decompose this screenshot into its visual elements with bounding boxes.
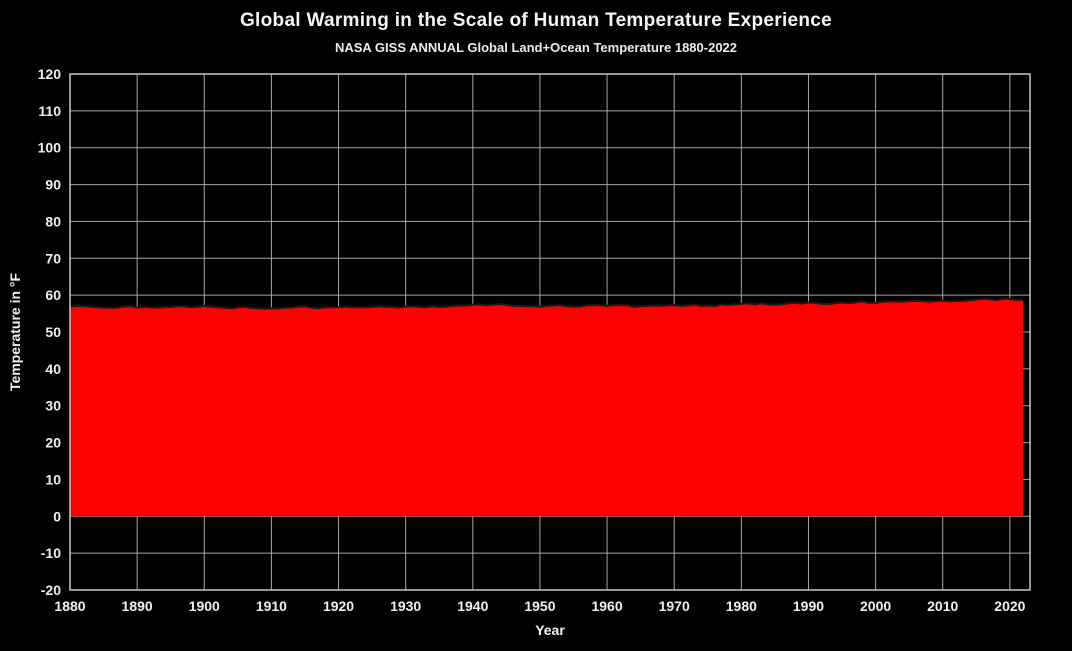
y-tick-label: 50 — [45, 324, 61, 340]
x-tick-label: 2010 — [927, 598, 958, 614]
x-axis-tick-labels: 1880 1890 1900 1910 1920 1930 1940 1950 1960 1970… — [54, 598, 1025, 614]
y-tick-label: 20 — [45, 435, 61, 451]
chart-title: Global Warming in the Scale of Human Tem… — [239, 10, 833, 31]
y-tick-label: 120 — [38, 66, 62, 82]
y-tick-label: 0 — [53, 508, 61, 524]
y-tick-label: 90 — [45, 177, 61, 193]
x-tick-label: 1940 — [457, 598, 488, 614]
plot-frame — [69, 73, 1031, 591]
y-tick-label: 80 — [45, 213, 61, 229]
y-tick-label: -20 — [41, 582, 61, 598]
x-tick-label: 1950 — [524, 598, 555, 614]
x-tick-label: 2020 — [994, 598, 1025, 614]
y-tick-label: -10 — [41, 545, 61, 561]
chart-subtitle: NASA GISS ANNUAL Global Land+Ocean Tempe… — [334, 40, 738, 55]
x-tick-label: 1930 — [390, 598, 421, 614]
y-tick-label: 40 — [45, 361, 61, 377]
y-tick-label: 70 — [45, 250, 61, 266]
temperature-area-series — [70, 298, 1024, 517]
x-tick-label: 1880 — [54, 598, 85, 614]
x-axis-label: Year — [535, 622, 565, 638]
y-tick-label: 60 — [45, 287, 61, 303]
y-axis-tick-labels: -20 -10 0 10 20 30 40 50 60 70 80 90 100 110 120 — [38, 66, 62, 598]
x-tick-label: 1990 — [793, 598, 824, 614]
x-tick-label: 1900 — [189, 598, 220, 614]
y-tick-label: 100 — [38, 140, 62, 156]
y-tick-label: 30 — [45, 398, 61, 414]
x-tick-label: 1980 — [726, 598, 757, 614]
temperature-series-line — [69, 297, 1024, 310]
x-tick-label: 1890 — [122, 598, 153, 614]
y-tick-label: 10 — [45, 471, 61, 487]
x-tick-label: 1970 — [659, 598, 690, 614]
x-tick-label: 2000 — [860, 598, 891, 614]
x-tick-label: 1960 — [591, 598, 622, 614]
y-tick-label: 110 — [38, 103, 61, 119]
y-axis-label: Temperature in °F — [7, 272, 23, 392]
x-tick-label: 1920 — [323, 598, 354, 614]
x-tick-label: 1910 — [256, 598, 287, 614]
